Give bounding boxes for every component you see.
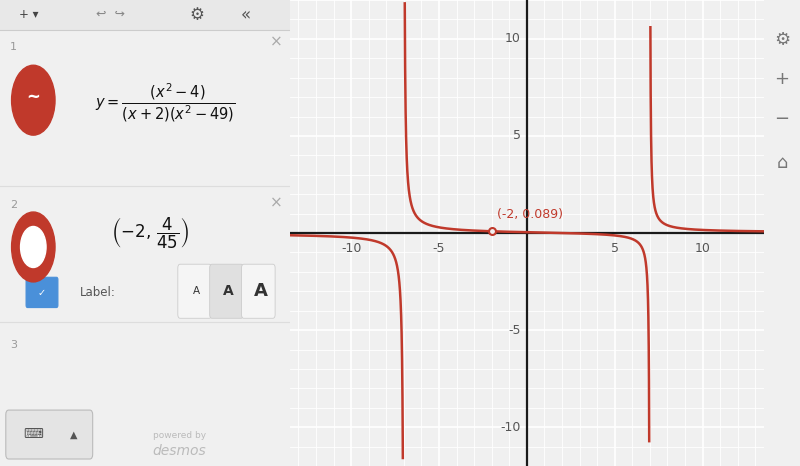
Circle shape [11, 65, 55, 135]
Text: ▲: ▲ [70, 429, 78, 439]
FancyBboxPatch shape [6, 410, 93, 459]
Text: -5: -5 [508, 323, 521, 336]
Text: ⚙: ⚙ [190, 6, 204, 24]
Text: + ▾: + ▾ [19, 8, 38, 21]
FancyBboxPatch shape [210, 264, 243, 318]
Text: ×: × [270, 34, 283, 49]
Text: $\left(-2,\,\dfrac{4}{45}\right)$: $\left(-2,\,\dfrac{4}{45}\right)$ [111, 215, 190, 251]
Text: 1: 1 [10, 41, 17, 52]
Text: 3: 3 [10, 340, 17, 350]
Text: 10: 10 [505, 32, 521, 45]
FancyBboxPatch shape [26, 277, 58, 308]
Circle shape [21, 226, 46, 267]
Text: -10: -10 [500, 421, 521, 434]
Text: −: − [774, 110, 790, 128]
Text: powered by: powered by [153, 431, 206, 440]
Text: A: A [254, 282, 267, 300]
FancyBboxPatch shape [178, 264, 211, 318]
Text: «: « [241, 6, 251, 24]
Text: 5: 5 [513, 130, 521, 143]
FancyBboxPatch shape [242, 264, 275, 318]
Text: A: A [194, 286, 201, 296]
Text: ~: ~ [26, 88, 40, 105]
Text: (-2, 0.089): (-2, 0.089) [497, 207, 563, 220]
Text: 2: 2 [10, 200, 18, 210]
Text: ⚙: ⚙ [774, 31, 790, 48]
Circle shape [11, 212, 55, 282]
Text: $y=\dfrac{(x^2-4)}{(x+2)(x^2-49)}$: $y=\dfrac{(x^2-4)}{(x+2)(x^2-49)}$ [94, 81, 235, 124]
Text: desmos: desmos [153, 444, 206, 458]
Text: Label:: Label: [80, 286, 115, 299]
Text: A: A [223, 284, 234, 298]
Text: 10: 10 [694, 242, 710, 255]
Text: +: + [774, 70, 790, 88]
Text: ↩  ↪: ↩ ↪ [95, 8, 125, 21]
Text: ×: × [270, 195, 283, 210]
Text: 5: 5 [610, 242, 618, 255]
Text: ⌂: ⌂ [776, 154, 788, 172]
FancyBboxPatch shape [0, 0, 290, 30]
Text: ⌨: ⌨ [23, 427, 43, 441]
Text: -10: -10 [341, 242, 362, 255]
Text: ✓: ✓ [38, 288, 46, 298]
Text: -5: -5 [433, 242, 445, 255]
